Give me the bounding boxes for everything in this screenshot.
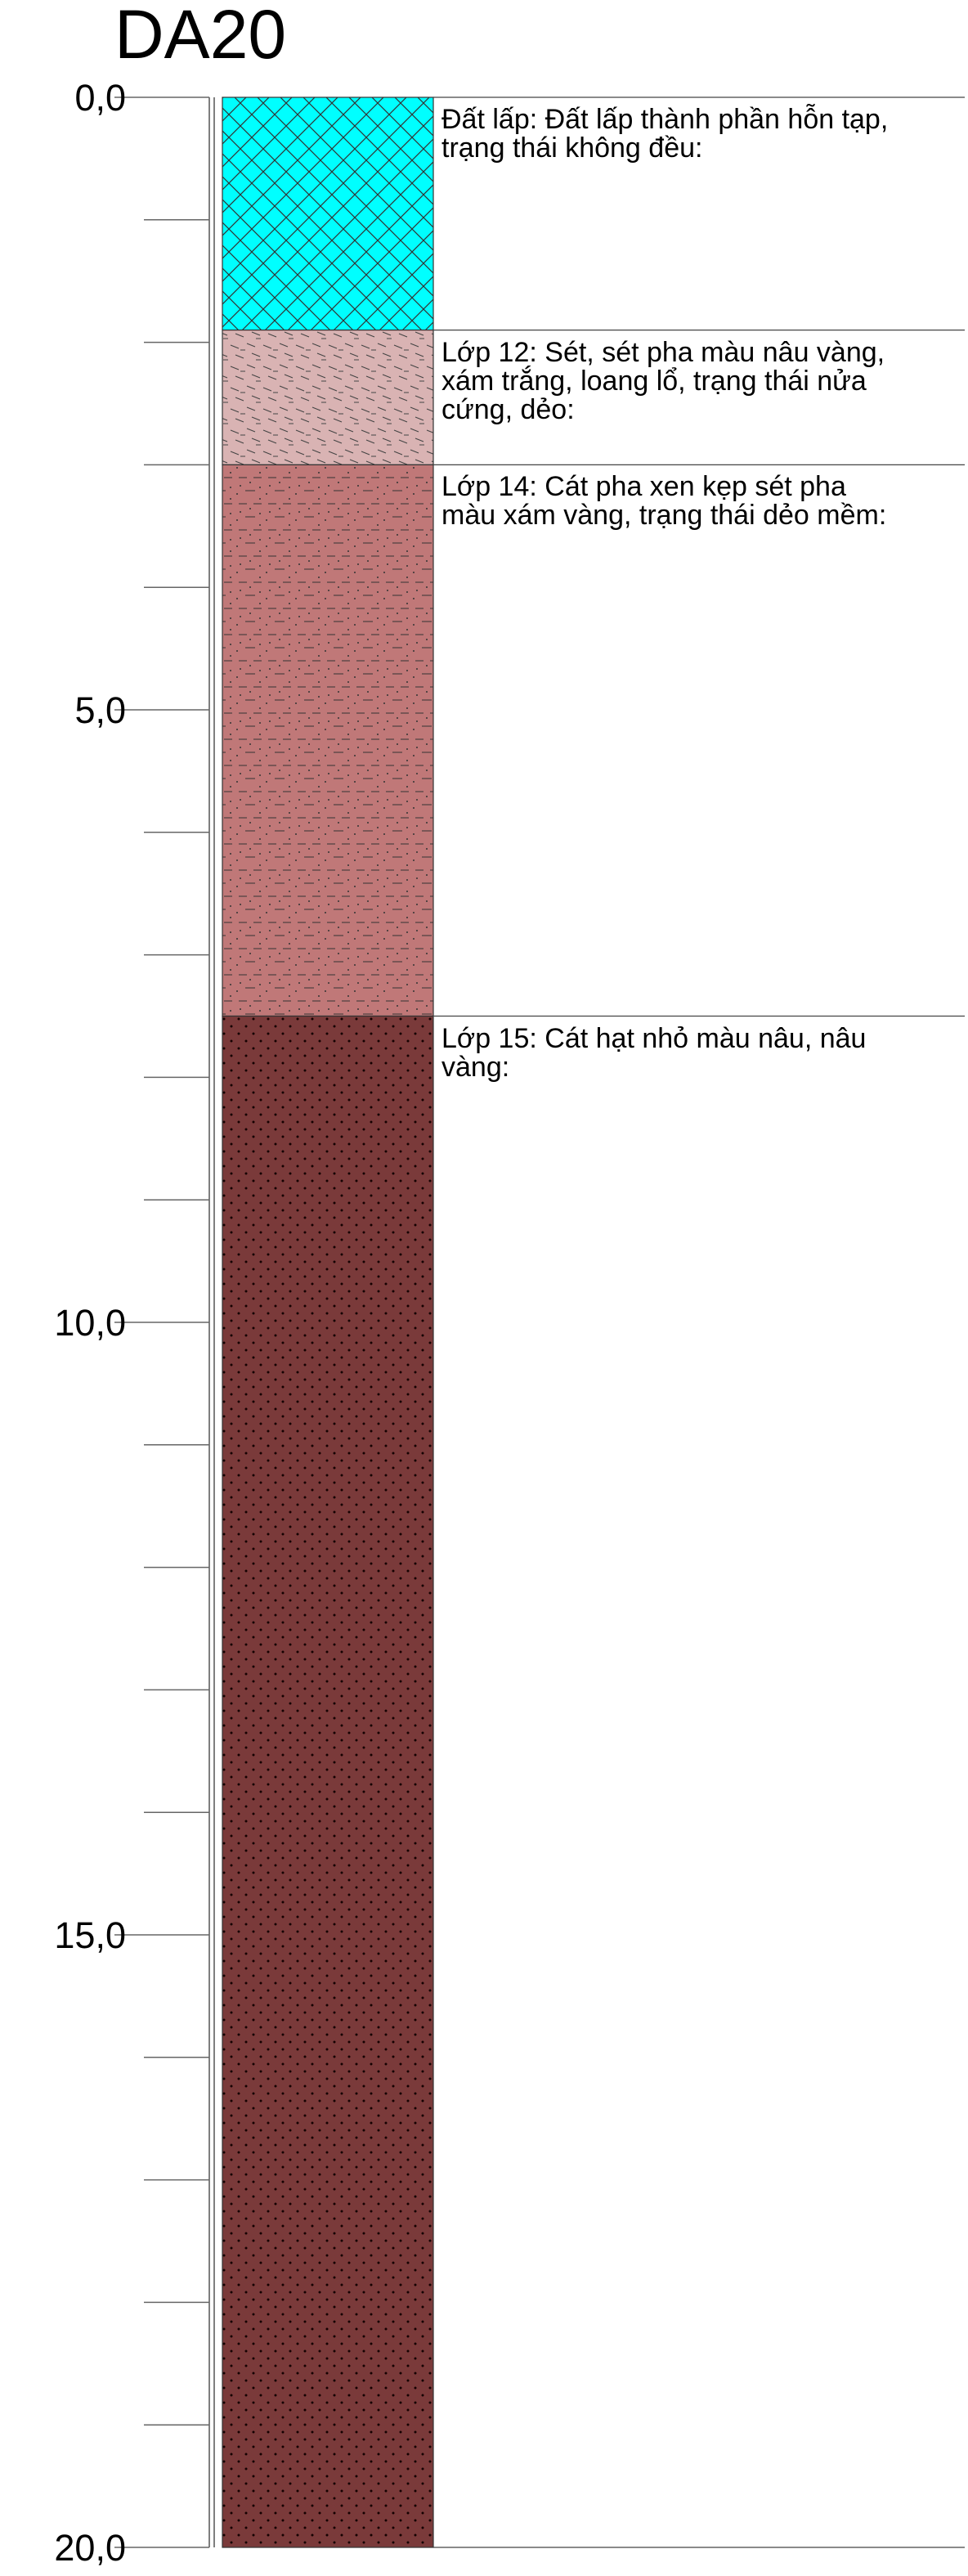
depth-label: 5,0	[74, 689, 126, 731]
layer-description: Lớp 14: Cát pha xen kẹp sét pha màu xám …	[441, 471, 887, 532]
depth-label: 15,0	[54, 1914, 126, 1956]
layer-fill-4	[222, 1015, 434, 2548]
layer-description: Lớp 12: Sét, sét pha màu nâu vàng, xám t…	[441, 336, 885, 425]
layer-fill-1	[222, 96, 434, 331]
layer-fill-2	[222, 330, 434, 465]
depth-label: 20,0	[54, 2527, 126, 2569]
layer-description: Đất lấp: Đất lấp thành phần hỗn tạp, trạ…	[441, 104, 889, 164]
depth-label: 10,0	[54, 1302, 126, 1344]
layer-description: Lớp 15: Cát hạt nhỏ màu nâu, nâu vàng:	[441, 1022, 867, 1083]
borehole-title: DA20	[114, 0, 287, 73]
depth-label: 0,0	[74, 77, 126, 119]
layer-fill-3	[222, 464, 434, 1017]
